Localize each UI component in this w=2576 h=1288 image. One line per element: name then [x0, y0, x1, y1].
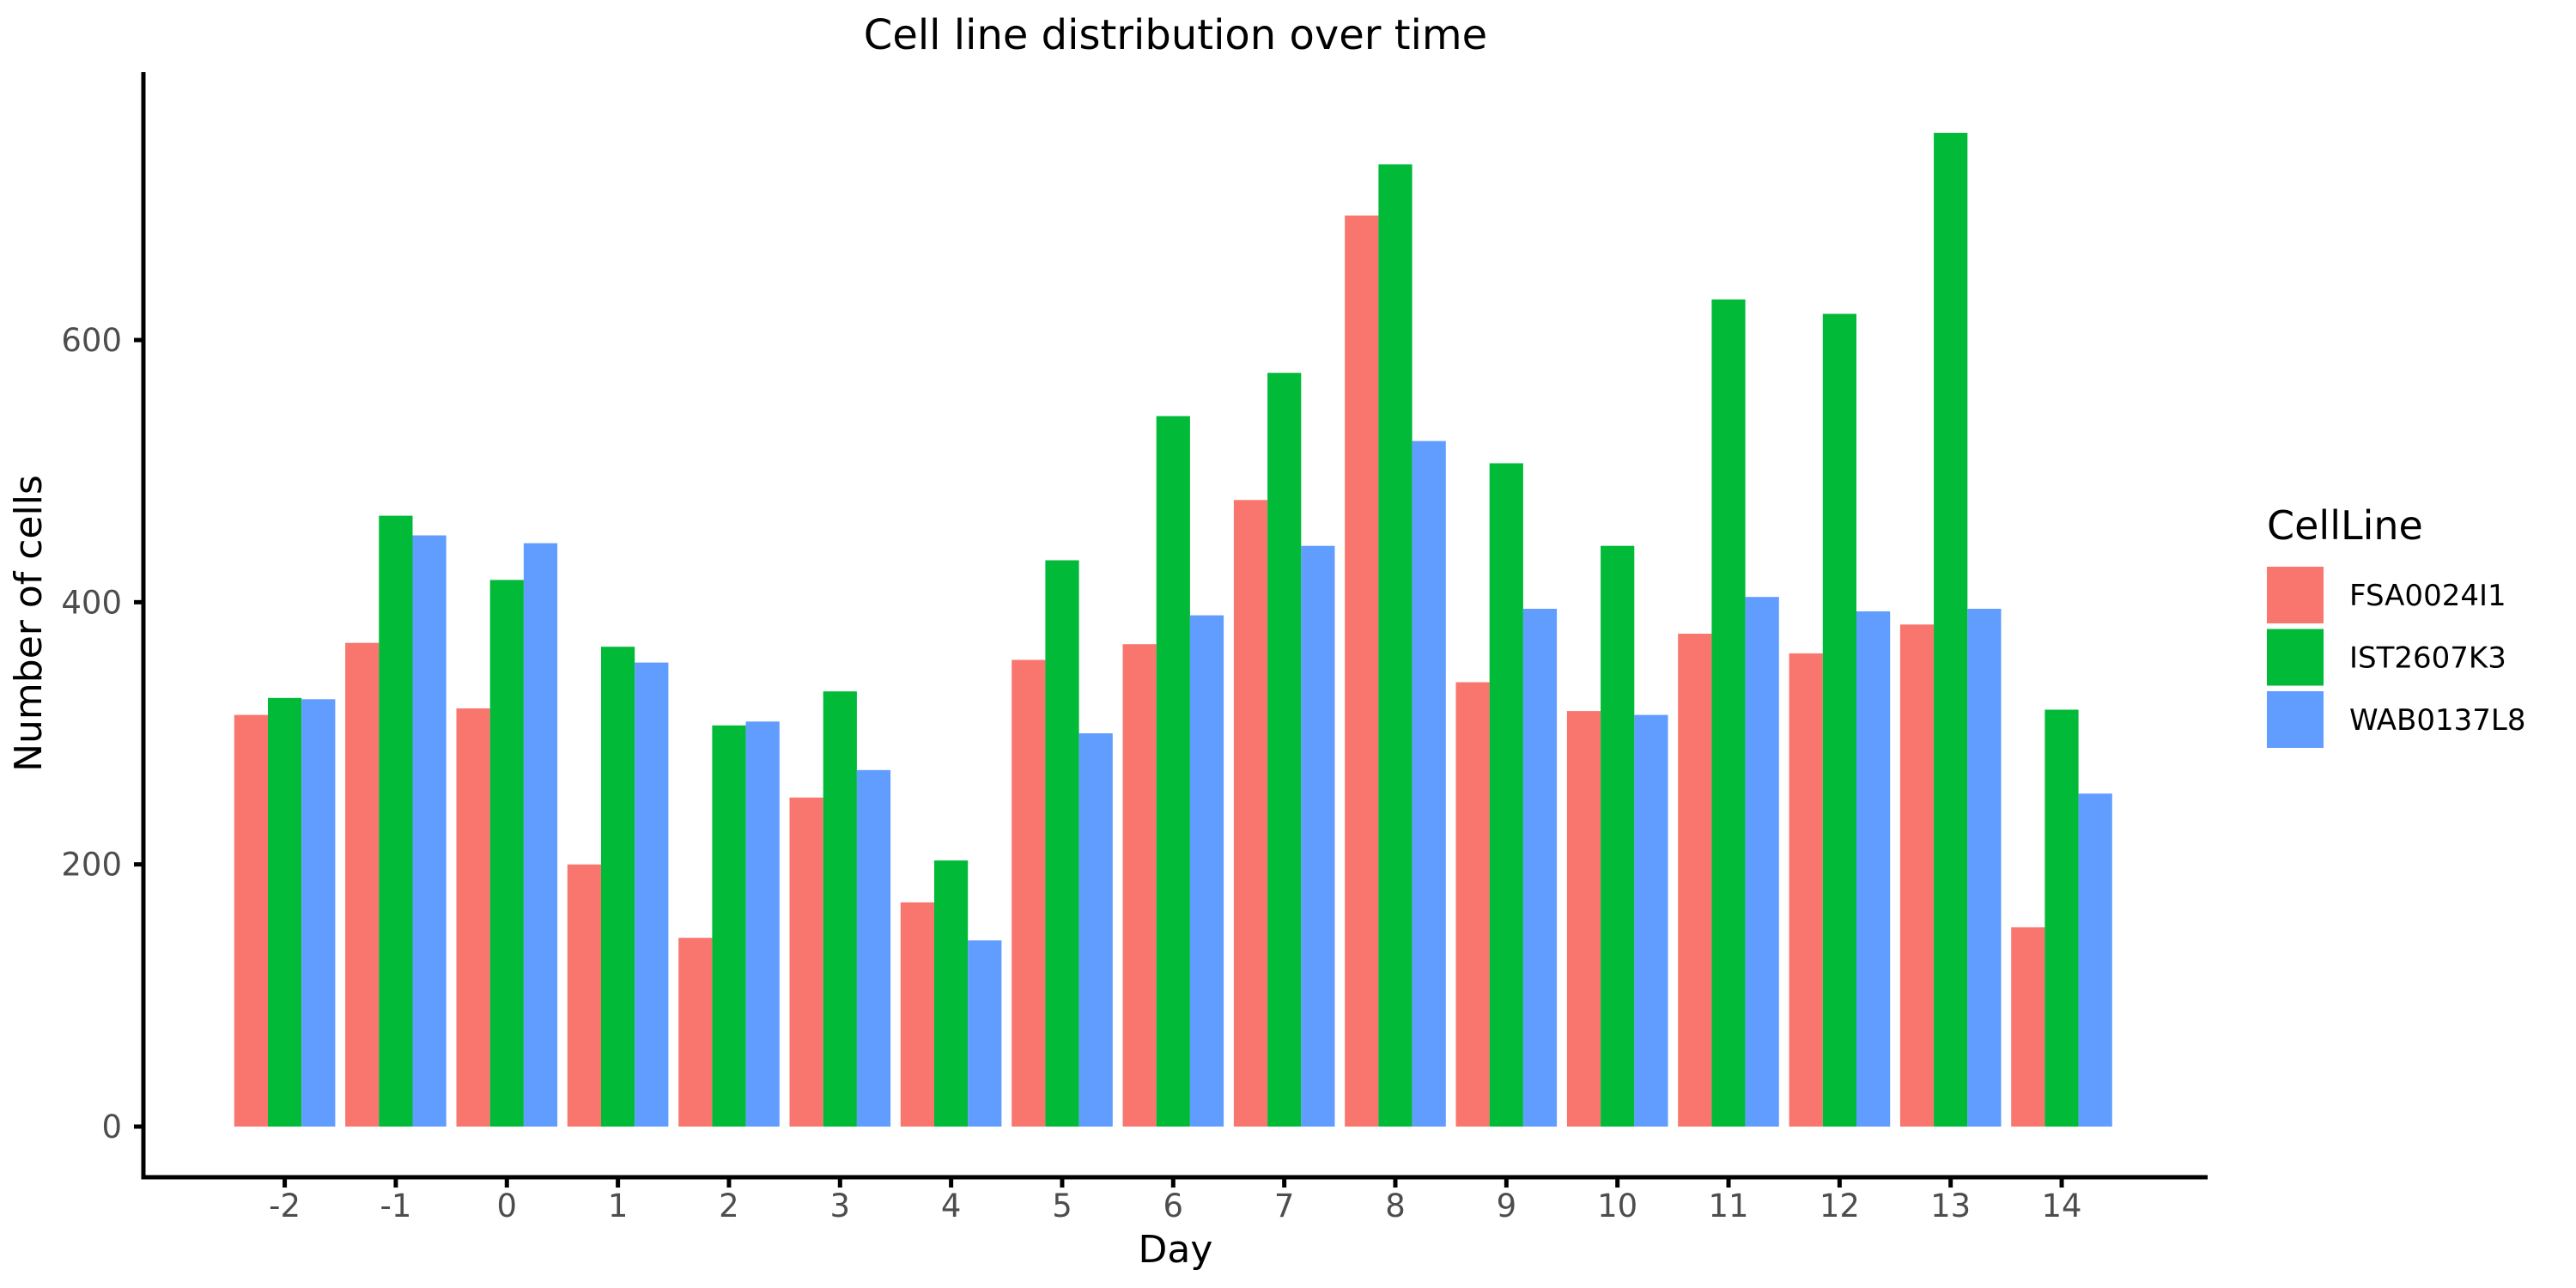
bar-WAB0137L8-day-4: [968, 940, 1002, 1127]
bar-IST2607K3-day-14: [2044, 709, 2079, 1127]
bar-WAB0137L8-day-14: [2078, 793, 2112, 1127]
bar-WAB0137L8-day-2: [745, 721, 780, 1127]
bar-IST2607K3-day-2: [712, 725, 746, 1127]
x-tick-label-0: 0: [497, 1188, 518, 1224]
bar-FSA0024I1-day--2: [234, 714, 268, 1127]
bar-IST2607K3-day-11: [1711, 299, 1746, 1127]
bar-FSA0024I1-day-12: [1789, 653, 1823, 1127]
bar-FSA0024I1-day--1: [345, 642, 380, 1127]
bar-FSA0024I1-day-1: [567, 864, 601, 1127]
x-axis-title: Day: [1139, 1228, 1213, 1272]
bar-FSA0024I1-day-4: [900, 902, 934, 1127]
bar-IST2607K3-day-3: [823, 691, 857, 1127]
x-tick-label-13: 13: [1930, 1188, 1971, 1224]
bar-IST2607K3-day-9: [1489, 463, 1523, 1127]
legend-title: CellLine: [2267, 502, 2423, 549]
x-tick-label-6: 6: [1163, 1188, 1184, 1224]
bar-WAB0137L8-day-0: [523, 543, 558, 1127]
y-tick-label-600: 600: [61, 322, 122, 359]
x-tick-label--1: -1: [380, 1188, 411, 1224]
bar-IST2607K3-day-10: [1601, 545, 1635, 1127]
bar-IST2607K3-day-8: [1378, 164, 1413, 1127]
legend-label-WAB0137L8: WAB0137L8: [2349, 703, 2525, 738]
y-tick-label-400: 400: [61, 584, 122, 621]
bar-WAB0137L8-day-3: [856, 769, 891, 1127]
bar-FSA0024I1-day-14: [2011, 927, 2045, 1127]
bar-IST2607K3-day-13: [1934, 132, 1968, 1127]
bar-WAB0137L8-day--2: [301, 699, 336, 1127]
chart-title: Cell line distribution over time: [864, 11, 1487, 59]
x-tick-label-4: 4: [941, 1188, 962, 1224]
y-tick-label-200: 200: [61, 847, 122, 884]
bar-WAB0137L8-day-8: [1412, 440, 1446, 1127]
bar-IST2607K3-day-12: [1822, 313, 1856, 1127]
bar-WAB0137L8-day-12: [1856, 611, 1891, 1127]
legend-items: FSA0024I1 IST2607K3 WAB0137L8: [2267, 567, 2525, 748]
x-tick-label-11: 11: [1708, 1188, 1748, 1224]
bar-WAB0137L8-day-11: [1745, 597, 1779, 1127]
legend-swatch-FSA0024I1: [2267, 567, 2324, 623]
bar-FSA0024I1-day-0: [456, 708, 490, 1127]
x-tick-label--2: -2: [269, 1188, 301, 1224]
x-tick-label-2: 2: [719, 1188, 739, 1224]
y-tick-label-0: 0: [101, 1109, 122, 1145]
bar-IST2607K3-day-4: [934, 860, 969, 1127]
bar-FSA0024I1-day-11: [1678, 634, 1712, 1127]
bars-group: [234, 132, 2112, 1127]
bar-FSA0024I1-day-7: [1233, 500, 1268, 1127]
x-tick-label-7: 7: [1274, 1188, 1295, 1224]
bar-WAB0137L8-day-6: [1189, 615, 1224, 1127]
bar-FSA0024I1-day-10: [1566, 711, 1601, 1127]
bar-IST2607K3-day-6: [1156, 416, 1190, 1127]
y-axis-title: Number of cells: [7, 475, 51, 772]
bar-FSA0024I1-day-5: [1012, 659, 1046, 1127]
legend-swatch-WAB0137L8: [2267, 691, 2324, 748]
bar-WAB0137L8-day-9: [1522, 609, 1558, 1127]
x-tick-label-14: 14: [2041, 1188, 2081, 1224]
bar-IST2607K3-day-1: [601, 647, 635, 1127]
x-tick-label-5: 5: [1052, 1188, 1072, 1224]
bar-IST2607K3-day--2: [268, 697, 302, 1127]
legend-label-FSA0024I1: FSA0024I1: [2349, 579, 2506, 613]
legend: CellLine FSA0024I1 IST2607K3 WAB0137L8: [2267, 502, 2525, 748]
bar-IST2607K3-day--1: [379, 515, 413, 1127]
x-tick-label-1: 1: [608, 1188, 629, 1224]
bar-FSA0024I1-day-13: [1899, 624, 1935, 1127]
bar-FSA0024I1-day-9: [1455, 682, 1490, 1127]
bar-WAB0137L8-day-13: [1967, 609, 2002, 1127]
bar-WAB0137L8-day-7: [1301, 545, 1335, 1127]
bar-IST2607K3-day-5: [1045, 560, 1079, 1127]
bar-IST2607K3-day-0: [489, 580, 524, 1127]
bar-WAB0137L8-day--1: [412, 535, 447, 1127]
legend-label-IST2607K3: IST2607K3: [2349, 641, 2506, 676]
x-tick-label-3: 3: [830, 1188, 851, 1224]
bar-FSA0024I1-day-8: [1345, 216, 1379, 1127]
bar-WAB0137L8-day-10: [1634, 714, 1668, 1127]
x-tick-label-12: 12: [1820, 1188, 1860, 1224]
x-tick-label-9: 9: [1497, 1188, 1517, 1224]
bar-FSA0024I1-day-2: [678, 938, 713, 1127]
x-tick-label-8: 8: [1385, 1188, 1406, 1224]
legend-swatch-IST2607K3: [2267, 629, 2324, 686]
bar-WAB0137L8-day-1: [635, 662, 669, 1127]
x-tick-label-10: 10: [1597, 1188, 1637, 1224]
bar-IST2607K3-day-7: [1267, 373, 1302, 1127]
bar-FSA0024I1-day-3: [789, 797, 823, 1127]
bar-WAB0137L8-day-5: [1078, 733, 1113, 1127]
bar-FSA0024I1-day-6: [1122, 644, 1157, 1127]
